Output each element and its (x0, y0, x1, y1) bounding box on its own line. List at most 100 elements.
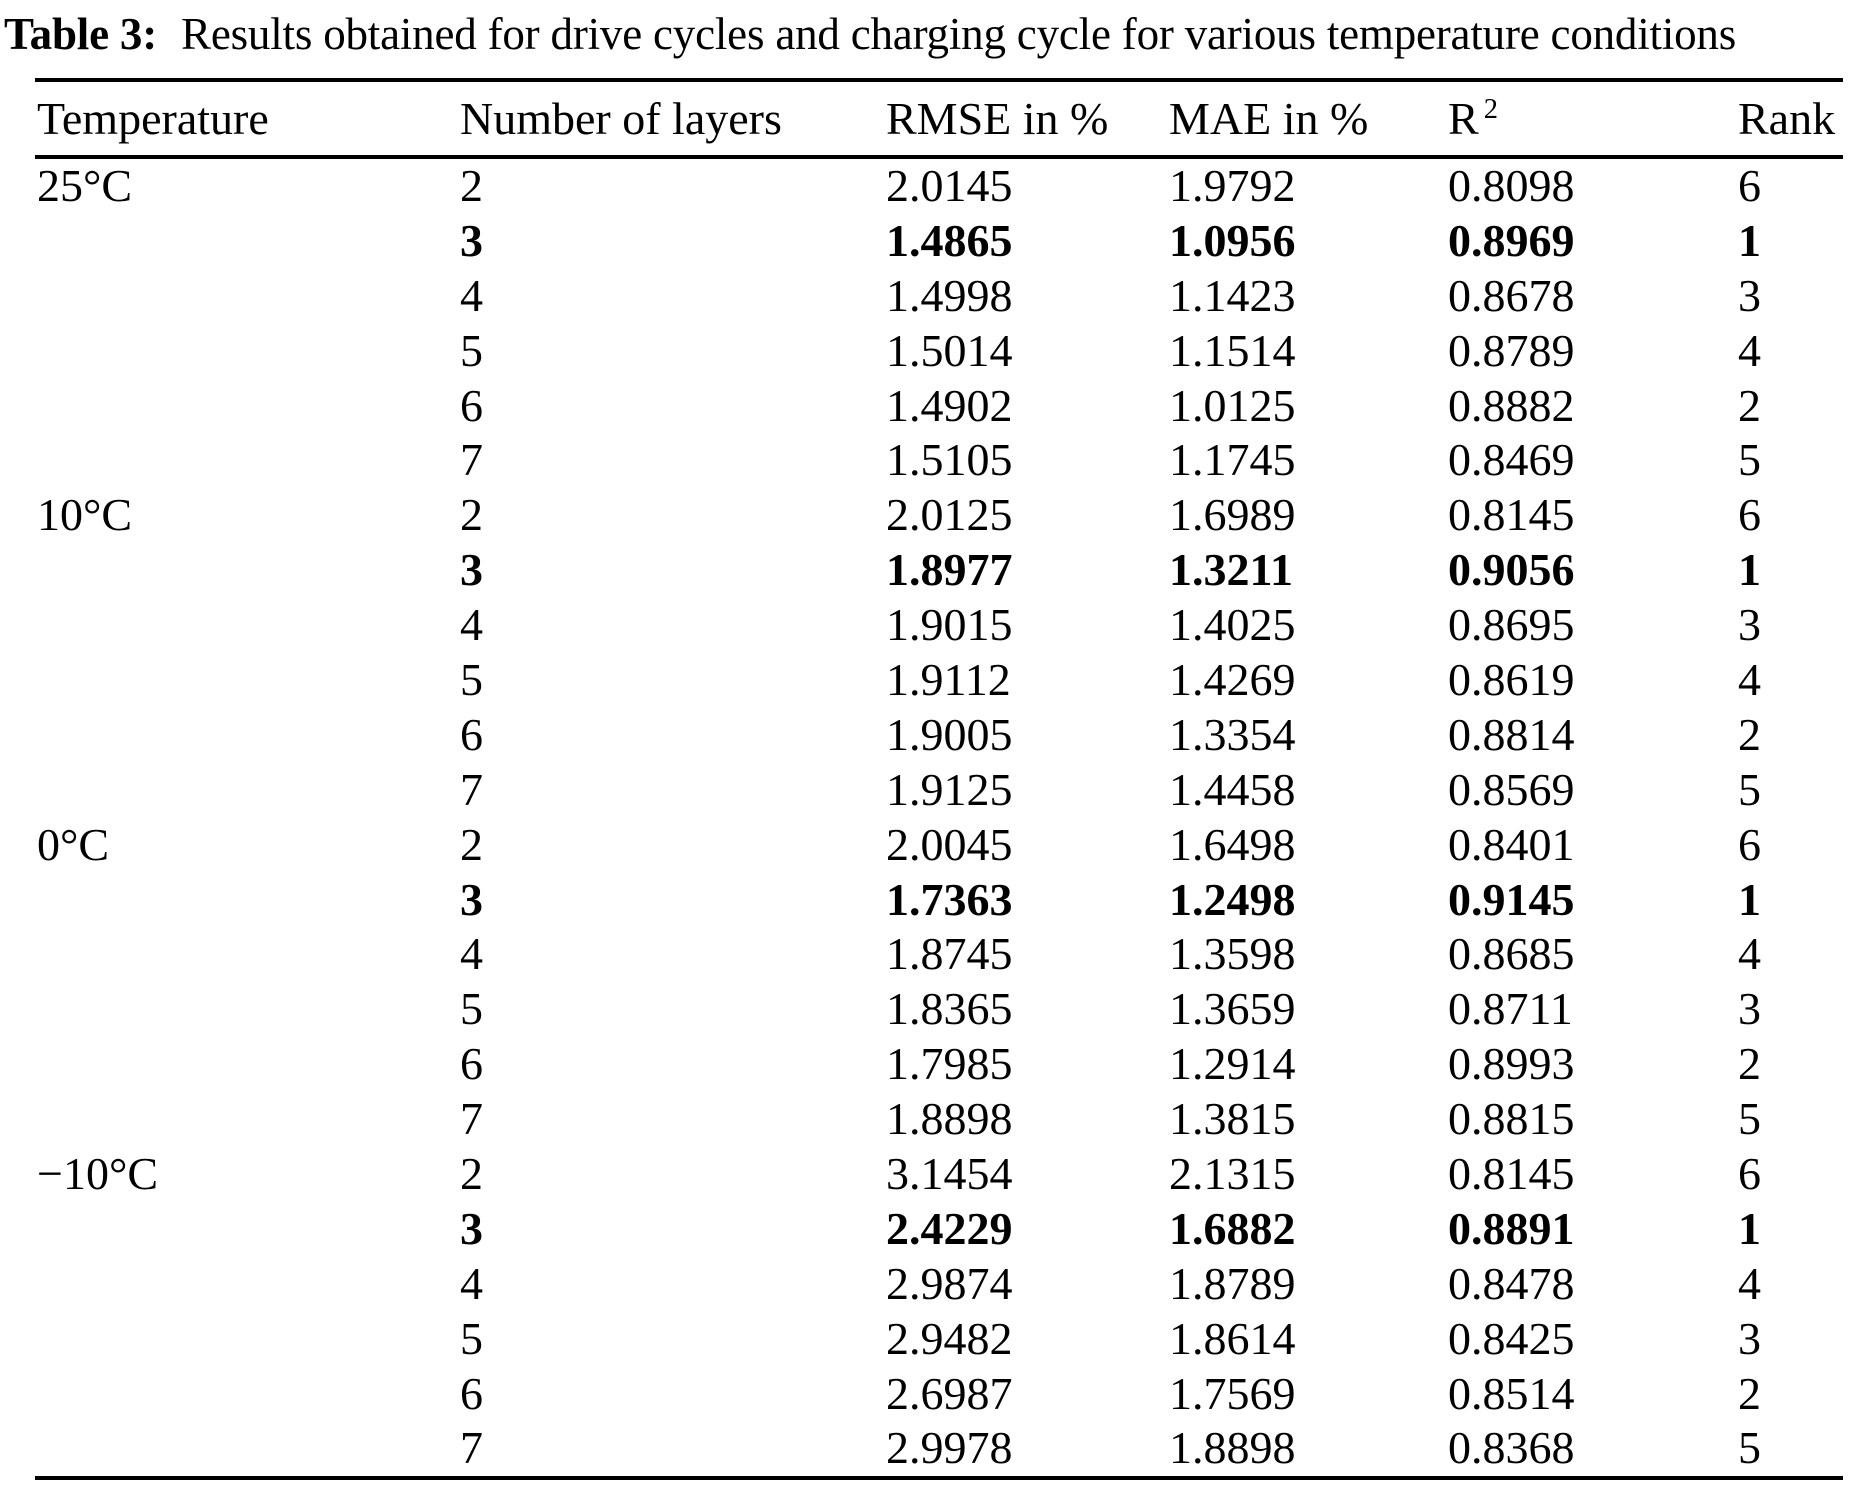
cell-rmse: 2.9978 (886, 1422, 1013, 1474)
cell-rank: 5 (1738, 1093, 1761, 1145)
table-row: 0°C 2 2.0045 1.6498 0.8401 6 (35, 818, 1843, 873)
cell-temperature (35, 269, 458, 324)
cell-mae: 1.6989 (1169, 489, 1296, 541)
cell-rmse: 2.0125 (886, 489, 1013, 541)
cell-temperature (35, 379, 458, 434)
cell-number-of-layers: 5 (460, 324, 483, 376)
cell-temperature: −10°C (37, 1148, 159, 1200)
table-row: 7 1.9125 1.4458 0.8569 5 (35, 763, 1843, 818)
cell-rank: 3 (1738, 983, 1761, 1035)
cell-r-squared: 0.8368 (1448, 1422, 1575, 1474)
cell-rmse: 1.4998 (886, 269, 1013, 321)
header-rmse: RMSE in % (886, 93, 1109, 144)
cell-r-squared: 0.8993 (1448, 1038, 1575, 1090)
table-row: 3 1.8977 1.3211 0.9056 1 (35, 543, 1843, 598)
cell-rank: 1 (1738, 544, 1761, 596)
cell-number-of-layers: 4 (460, 928, 483, 980)
cell-number-of-layers: 5 (460, 1312, 483, 1364)
cell-rank: 3 (1738, 269, 1761, 321)
cell-rank: 3 (1738, 599, 1761, 651)
cell-r-squared: 0.8514 (1448, 1367, 1575, 1419)
cell-temperature (35, 1202, 458, 1257)
cell-rmse: 1.7985 (886, 1038, 1013, 1090)
cell-temperature (35, 763, 458, 818)
cell-r-squared: 0.8882 (1448, 379, 1575, 431)
cell-mae: 1.6882 (1169, 1202, 1296, 1254)
header-number-of-layers: Number of layers (460, 93, 782, 144)
cell-rank: 4 (1738, 928, 1761, 980)
cell-mae: 1.3598 (1169, 928, 1296, 980)
cell-number-of-layers: 6 (460, 379, 483, 431)
cell-rank: 2 (1738, 1367, 1761, 1419)
cell-rmse: 3.1454 (886, 1148, 1013, 1200)
cell-temperature (35, 982, 458, 1037)
cell-temperature (35, 1367, 458, 1422)
cell-rmse: 2.6987 (886, 1367, 1013, 1419)
cell-mae: 1.0125 (1169, 379, 1296, 431)
cell-number-of-layers: 7 (460, 434, 483, 486)
cell-mae: 1.1745 (1169, 434, 1296, 486)
cell-mae: 1.8789 (1169, 1257, 1296, 1309)
cell-number-of-layers: 3 (460, 873, 483, 925)
cell-temperature (35, 433, 458, 488)
cell-rmse: 1.5105 (886, 434, 1013, 486)
cell-mae: 1.6498 (1169, 818, 1296, 870)
table-row: 5 2.9482 1.8614 0.8425 3 (35, 1312, 1843, 1367)
table-row: 4 1.9015 1.4025 0.8695 3 (35, 598, 1843, 653)
table-row: 5 1.5014 1.1514 0.8789 4 (35, 324, 1843, 379)
table-caption-label: Table 3: (4, 9, 158, 59)
table-row: 3 1.7363 1.2498 0.9145 1 (35, 873, 1843, 928)
cell-r-squared: 0.8815 (1448, 1093, 1575, 1145)
cell-number-of-layers: 2 (460, 160, 483, 211)
cell-mae: 1.3815 (1169, 1093, 1296, 1145)
cell-rmse: 1.8977 (886, 544, 1013, 596)
table-row: 4 1.8745 1.3598 0.8685 4 (35, 927, 1843, 982)
cell-r-squared: 0.8569 (1448, 763, 1575, 815)
cell-r-squared: 0.8789 (1448, 324, 1575, 376)
cell-rmse: 1.4865 (886, 214, 1013, 266)
cell-rank: 1 (1738, 873, 1761, 925)
table-row: 7 1.5105 1.1745 0.8469 5 (35, 433, 1843, 488)
cell-temperature (35, 1037, 458, 1092)
cell-temperature (35, 1092, 458, 1147)
cell-r-squared: 0.8098 (1448, 160, 1575, 211)
cell-number-of-layers: 6 (460, 1038, 483, 1090)
table-row: 10°C 2 2.0125 1.6989 0.8145 6 (35, 488, 1843, 543)
table-row: −10°C 2 3.1454 2.1315 0.8145 6 (35, 1147, 1843, 1202)
cell-r-squared: 0.8891 (1448, 1202, 1575, 1254)
table-header-row: Temperature Number of layers RMSE in % M… (35, 82, 1843, 159)
results-table: Temperature Number of layers RMSE in % M… (35, 78, 1843, 1481)
cell-mae: 1.4025 (1169, 599, 1296, 651)
cell-number-of-layers: 2 (460, 489, 483, 541)
cell-temperature: 0°C (37, 818, 110, 870)
cell-rmse: 1.5014 (886, 324, 1013, 376)
cell-temperature (35, 653, 458, 708)
cell-r-squared: 0.8711 (1448, 983, 1573, 1035)
cell-number-of-layers: 4 (460, 1257, 483, 1309)
header-temperature: Temperature (37, 93, 269, 144)
table-row: 4 2.9874 1.8789 0.8478 4 (35, 1257, 1843, 1312)
cell-number-of-layers: 2 (460, 1148, 483, 1200)
table-row: 6 1.4902 1.0125 0.8882 2 (35, 379, 1843, 434)
cell-number-of-layers: 3 (460, 214, 483, 266)
cell-rmse: 1.9125 (886, 763, 1013, 815)
cell-temperature (35, 708, 458, 763)
cell-mae: 2.1315 (1169, 1148, 1296, 1200)
cell-rank: 5 (1738, 434, 1761, 486)
table-row: 7 1.8898 1.3815 0.8815 5 (35, 1092, 1843, 1147)
cell-r-squared: 0.9145 (1448, 873, 1575, 925)
cell-mae: 1.3211 (1169, 544, 1293, 596)
cell-rank: 4 (1738, 1257, 1761, 1309)
cell-mae: 1.3659 (1169, 983, 1296, 1035)
cell-r-squared: 0.8678 (1448, 269, 1575, 321)
header-r-squared-base: R (1448, 93, 1479, 144)
table-row: 3 1.4865 1.0956 0.8969 1 (35, 214, 1843, 269)
table-caption: Table 3: Results obtained for drive cycle… (4, 8, 1736, 60)
cell-mae: 1.7569 (1169, 1367, 1296, 1419)
cell-temperature (35, 1421, 458, 1476)
cell-rank: 1 (1738, 214, 1761, 266)
cell-rank: 2 (1738, 1038, 1761, 1090)
cell-number-of-layers: 7 (460, 1422, 483, 1474)
cell-rmse: 2.4229 (886, 1202, 1013, 1254)
